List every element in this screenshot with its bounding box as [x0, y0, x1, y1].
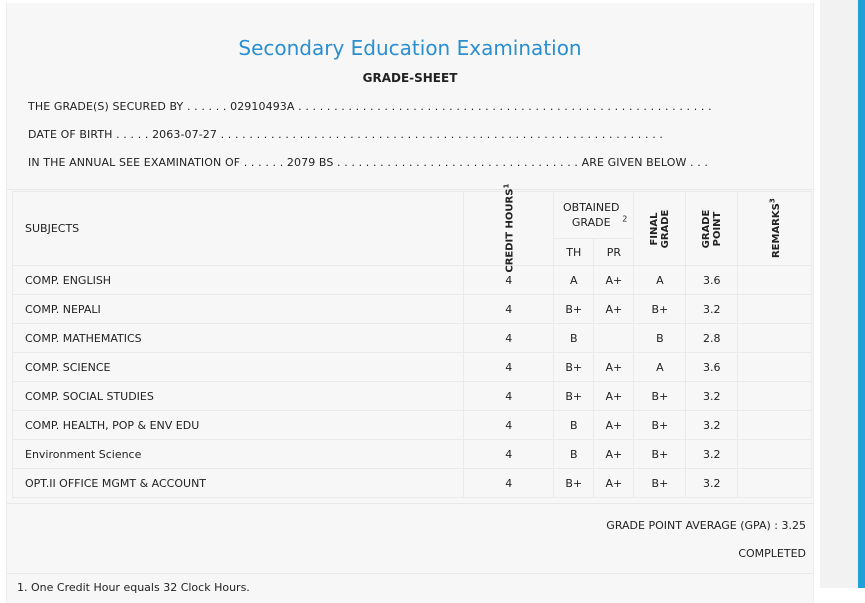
remarks-cell	[737, 265, 812, 295]
th-cell: B+	[553, 381, 595, 411]
final-cell: A	[633, 352, 687, 382]
header-final-grade: FINAL GRADE	[633, 191, 687, 266]
table-row: COMP. NEPALI 4 B+ A+ B+ 3.2	[11, 294, 812, 324]
header-pr: PR	[593, 238, 635, 266]
divider	[7, 573, 813, 574]
pr-cell: A+	[593, 439, 635, 469]
credit-cell: 4	[463, 294, 555, 324]
pr-cell: A+	[593, 352, 635, 382]
header-remarks: REMARKS3	[737, 191, 812, 266]
scroll-accent-bar	[858, 0, 865, 588]
remarks-cell	[737, 352, 812, 382]
gp-cell: 3.6	[685, 352, 739, 382]
final-cell: B+	[633, 468, 687, 498]
remarks-cell	[737, 323, 812, 353]
table-row: COMP. MATHEMATICS 4 B B 2.8	[11, 323, 812, 353]
remarks-cell	[737, 468, 812, 498]
subject-cell: COMP. HEALTH, POP & ENV EDU	[11, 410, 465, 440]
final-cell: B	[633, 323, 687, 353]
subject-cell: COMP. SOCIAL STUDIES	[11, 381, 465, 411]
subject-cell: COMP. ENGLISH	[11, 265, 465, 295]
gp-cell: 3.2	[685, 381, 739, 411]
remarks-cell	[737, 410, 812, 440]
header-grade-point: GRADE POINT	[685, 191, 739, 266]
pr-cell: A+	[593, 381, 635, 411]
gp-cell: 3.6	[685, 265, 739, 295]
divider	[7, 189, 813, 190]
th-cell: B+	[553, 468, 595, 498]
info-secured-by: THE GRADE(S) SECURED BY . . . . . . 0291…	[28, 100, 712, 113]
right-panel	[820, 0, 858, 588]
gp-cell: 3.2	[685, 468, 739, 498]
th-cell: B+	[553, 294, 595, 324]
table-row: COMP. HEALTH, POP & ENV EDU 4 B A+ B+ 3.…	[11, 410, 812, 440]
header-credit-hours: CREDIT HOURS1	[463, 184, 555, 273]
remarks-cell	[737, 439, 812, 469]
grade-sheet: Secondary Education Examination GRADE-SH…	[6, 3, 814, 603]
final-cell: B+	[633, 439, 687, 469]
header-th: TH	[553, 238, 595, 266]
th-cell: B+	[553, 352, 595, 382]
credit-cell: 4	[463, 381, 555, 411]
gp-cell: 3.2	[685, 439, 739, 469]
pr-cell	[593, 323, 635, 353]
credit-cell: 4	[463, 323, 555, 353]
th-cell: A	[553, 265, 595, 295]
gp-cell: 3.2	[685, 410, 739, 440]
credit-cell: 4	[463, 439, 555, 469]
credit-cell: 4	[463, 410, 555, 440]
pr-cell: A+	[593, 468, 635, 498]
table-row: COMP. SOCIAL STUDIES 4 B+ A+ B+ 3.2	[11, 381, 812, 411]
th-cell: B	[553, 439, 595, 469]
subject-cell: OPT.II OFFICE MGMT & ACCOUNT	[11, 468, 465, 498]
th-cell: B	[553, 323, 595, 353]
gp-cell: 3.2	[685, 294, 739, 324]
header-subjects: SUBJECTS	[11, 191, 465, 266]
header-obtained-grade: OBTAINED GRADE 2	[553, 191, 635, 239]
table-row: COMP. ENGLISH 4 A A+ A 3.6	[11, 265, 812, 295]
table-row: Environment Science 4 B A+ B+ 3.2	[11, 439, 812, 469]
pr-cell: A+	[593, 294, 635, 324]
gpa-value: GRADE POINT AVERAGE (GPA) : 3.25	[606, 519, 806, 532]
final-cell: B+	[633, 410, 687, 440]
credit-cell: 4	[463, 468, 555, 498]
table-row: COMP. SCIENCE 4 B+ A+ A 3.6	[11, 352, 812, 382]
credit-cell: 4	[463, 352, 555, 382]
final-cell: B+	[633, 294, 687, 324]
table-row: OPT.II OFFICE MGMT & ACCOUNT 4 B+ A+ B+ …	[11, 468, 812, 498]
page-subtitle: GRADE-SHEET	[362, 71, 458, 85]
subject-cell: COMP. NEPALI	[11, 294, 465, 324]
divider	[7, 503, 813, 504]
pr-cell: A+	[593, 410, 635, 440]
page-title: Secondary Education Examination	[238, 36, 582, 60]
pr-cell: A+	[593, 265, 635, 295]
final-cell: A	[633, 265, 687, 295]
subject-cell: COMP. SCIENCE	[11, 352, 465, 382]
th-cell: B	[553, 410, 595, 440]
subject-cell: Environment Science	[11, 439, 465, 469]
grades-table: SUBJECTS CREDIT HOURS1 OBTAINED GRADE 2 F…	[11, 184, 812, 498]
status-label: COMPLETED	[738, 547, 806, 560]
subject-cell: COMP. MATHEMATICS	[11, 323, 465, 353]
remarks-cell	[737, 294, 812, 324]
final-cell: B+	[633, 381, 687, 411]
info-examination: IN THE ANNUAL SEE EXAMINATION OF . . . .…	[28, 156, 709, 169]
remarks-cell	[737, 381, 812, 411]
info-date-of-birth: DATE OF BIRTH . . . . . 2063-07-27 . . .…	[28, 128, 663, 141]
gp-cell: 2.8	[685, 323, 739, 353]
